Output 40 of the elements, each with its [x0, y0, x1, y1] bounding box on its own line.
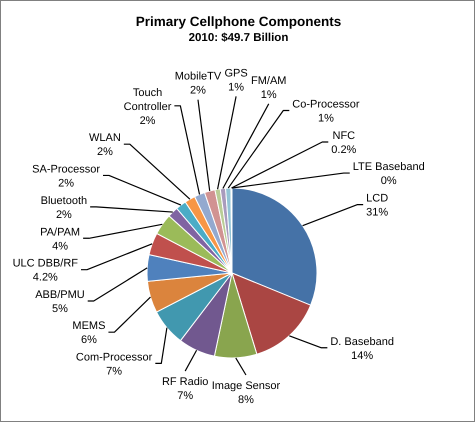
- slice-label: D. Baseband: [330, 336, 394, 348]
- data-label: 5%: [52, 303, 68, 316]
- data-label: 1%: [228, 81, 244, 94]
- slice-label: GPS: [224, 67, 248, 80]
- slice-label: MobileTV: [174, 70, 222, 83]
- data-label: 2%: [140, 114, 156, 127]
- slice-label: RF Radio: [162, 376, 208, 388]
- data-label: 1%: [260, 88, 277, 101]
- slice-label: WLAN: [89, 132, 121, 144]
- slice-label: NFC: [332, 130, 356, 142]
- data-label: 14%: [351, 350, 374, 362]
- data-label: 7%: [177, 390, 194, 402]
- text: 0%: [380, 175, 397, 188]
- data-label: 31%: [366, 206, 388, 219]
- category-label: LTE Baseband: [352, 161, 425, 174]
- slice-label: Bluetooth: [40, 194, 88, 207]
- data-label: 6%: [80, 334, 98, 346]
- slice-label: SA-Processor: [32, 163, 100, 176]
- data-label: 2%: [96, 146, 114, 158]
- chart-title: Primary Cellphone Components: [134, 14, 342, 30]
- chart-subtitle: 2010: $49.7 Billion: [188, 31, 290, 46]
- data-label: 2%: [58, 177, 74, 190]
- data-label: 4%: [52, 240, 68, 252]
- slice-label: MEMS: [72, 320, 106, 332]
- slice-label: LCD: [366, 192, 388, 205]
- data-label: 4.2%: [32, 272, 58, 284]
- data-label: 0.2%: [331, 144, 357, 156]
- slice-label: Com-Processor: [76, 351, 153, 364]
- slice-label: Touch Controller: [124, 86, 172, 113]
- data-label: 2%: [56, 208, 72, 221]
- slice-label: ULC DBB/RF: [12, 258, 78, 270]
- slice-label: PA/PAM: [40, 226, 80, 238]
- data-label: 8%: [238, 394, 254, 406]
- slice-label: Image Sensor: [212, 380, 281, 392]
- slice-label: FM/AM: [251, 74, 286, 87]
- data-label: 7%: [106, 365, 122, 378]
- slice-label: ABB/PMU: [35, 289, 85, 302]
- data-label: 1%: [318, 112, 334, 125]
- slice-label: Co-Processor: [292, 98, 360, 111]
- data-label: 2%: [190, 84, 206, 97]
